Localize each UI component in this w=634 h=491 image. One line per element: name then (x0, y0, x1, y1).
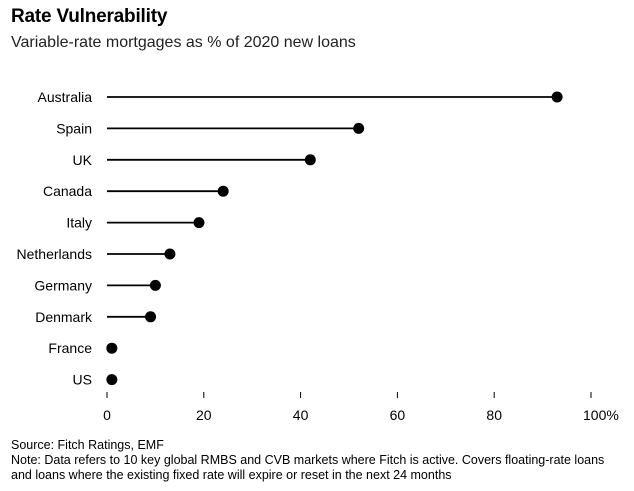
lollipop-dot-spain (353, 122, 365, 134)
chart-title: Rate Vulnerability (11, 6, 168, 27)
lollipop-dot-uk (304, 154, 316, 166)
lollipop-dot-netherlands (164, 248, 176, 260)
category-label-germany: Germany (34, 277, 92, 293)
category-label-france: France (48, 340, 92, 356)
x-tick-label: 0 (103, 407, 111, 423)
x-tick-label: 20 (196, 407, 212, 423)
source-note: Source: Fitch Ratings, EMF (11, 438, 164, 452)
chart-footer: Source: Fitch Ratings, EMF Note: Data re… (11, 438, 626, 483)
category-label-canada: Canada (43, 183, 92, 199)
lollipop-dot-france (106, 342, 118, 354)
lollipop-chart: Australia Spain UK Canada Italy Netherlands Ge… (17, 89, 619, 423)
lollipop-dot-australia (551, 91, 563, 103)
chart-subtitle: Variable-rate mortgages as % of 2020 new… (11, 34, 356, 51)
category-label-italy: Italy (66, 215, 92, 231)
lollipop-dot-denmark (145, 311, 157, 323)
category-label-australia: Australia (38, 89, 93, 105)
x-tick-label: 60 (390, 407, 406, 423)
category-label-us: US (73, 372, 92, 388)
lollipop-dot-italy (193, 217, 205, 229)
x-tick-label: 100% (583, 407, 619, 423)
category-label-denmark: Denmark (35, 309, 93, 325)
category-label-netherlands: Netherlands (17, 246, 93, 262)
category-label-spain: Spain (56, 120, 92, 136)
x-tick-label: 80 (486, 407, 502, 423)
lollipop-dot-germany (149, 279, 161, 291)
x-tick-label: 40 (293, 407, 309, 423)
data-note: Note: Data refers to 10 key global RMBS … (11, 453, 605, 482)
category-label-uk: UK (73, 152, 93, 168)
lollipop-dot-us (106, 374, 118, 386)
lollipop-dot-canada (217, 185, 229, 197)
